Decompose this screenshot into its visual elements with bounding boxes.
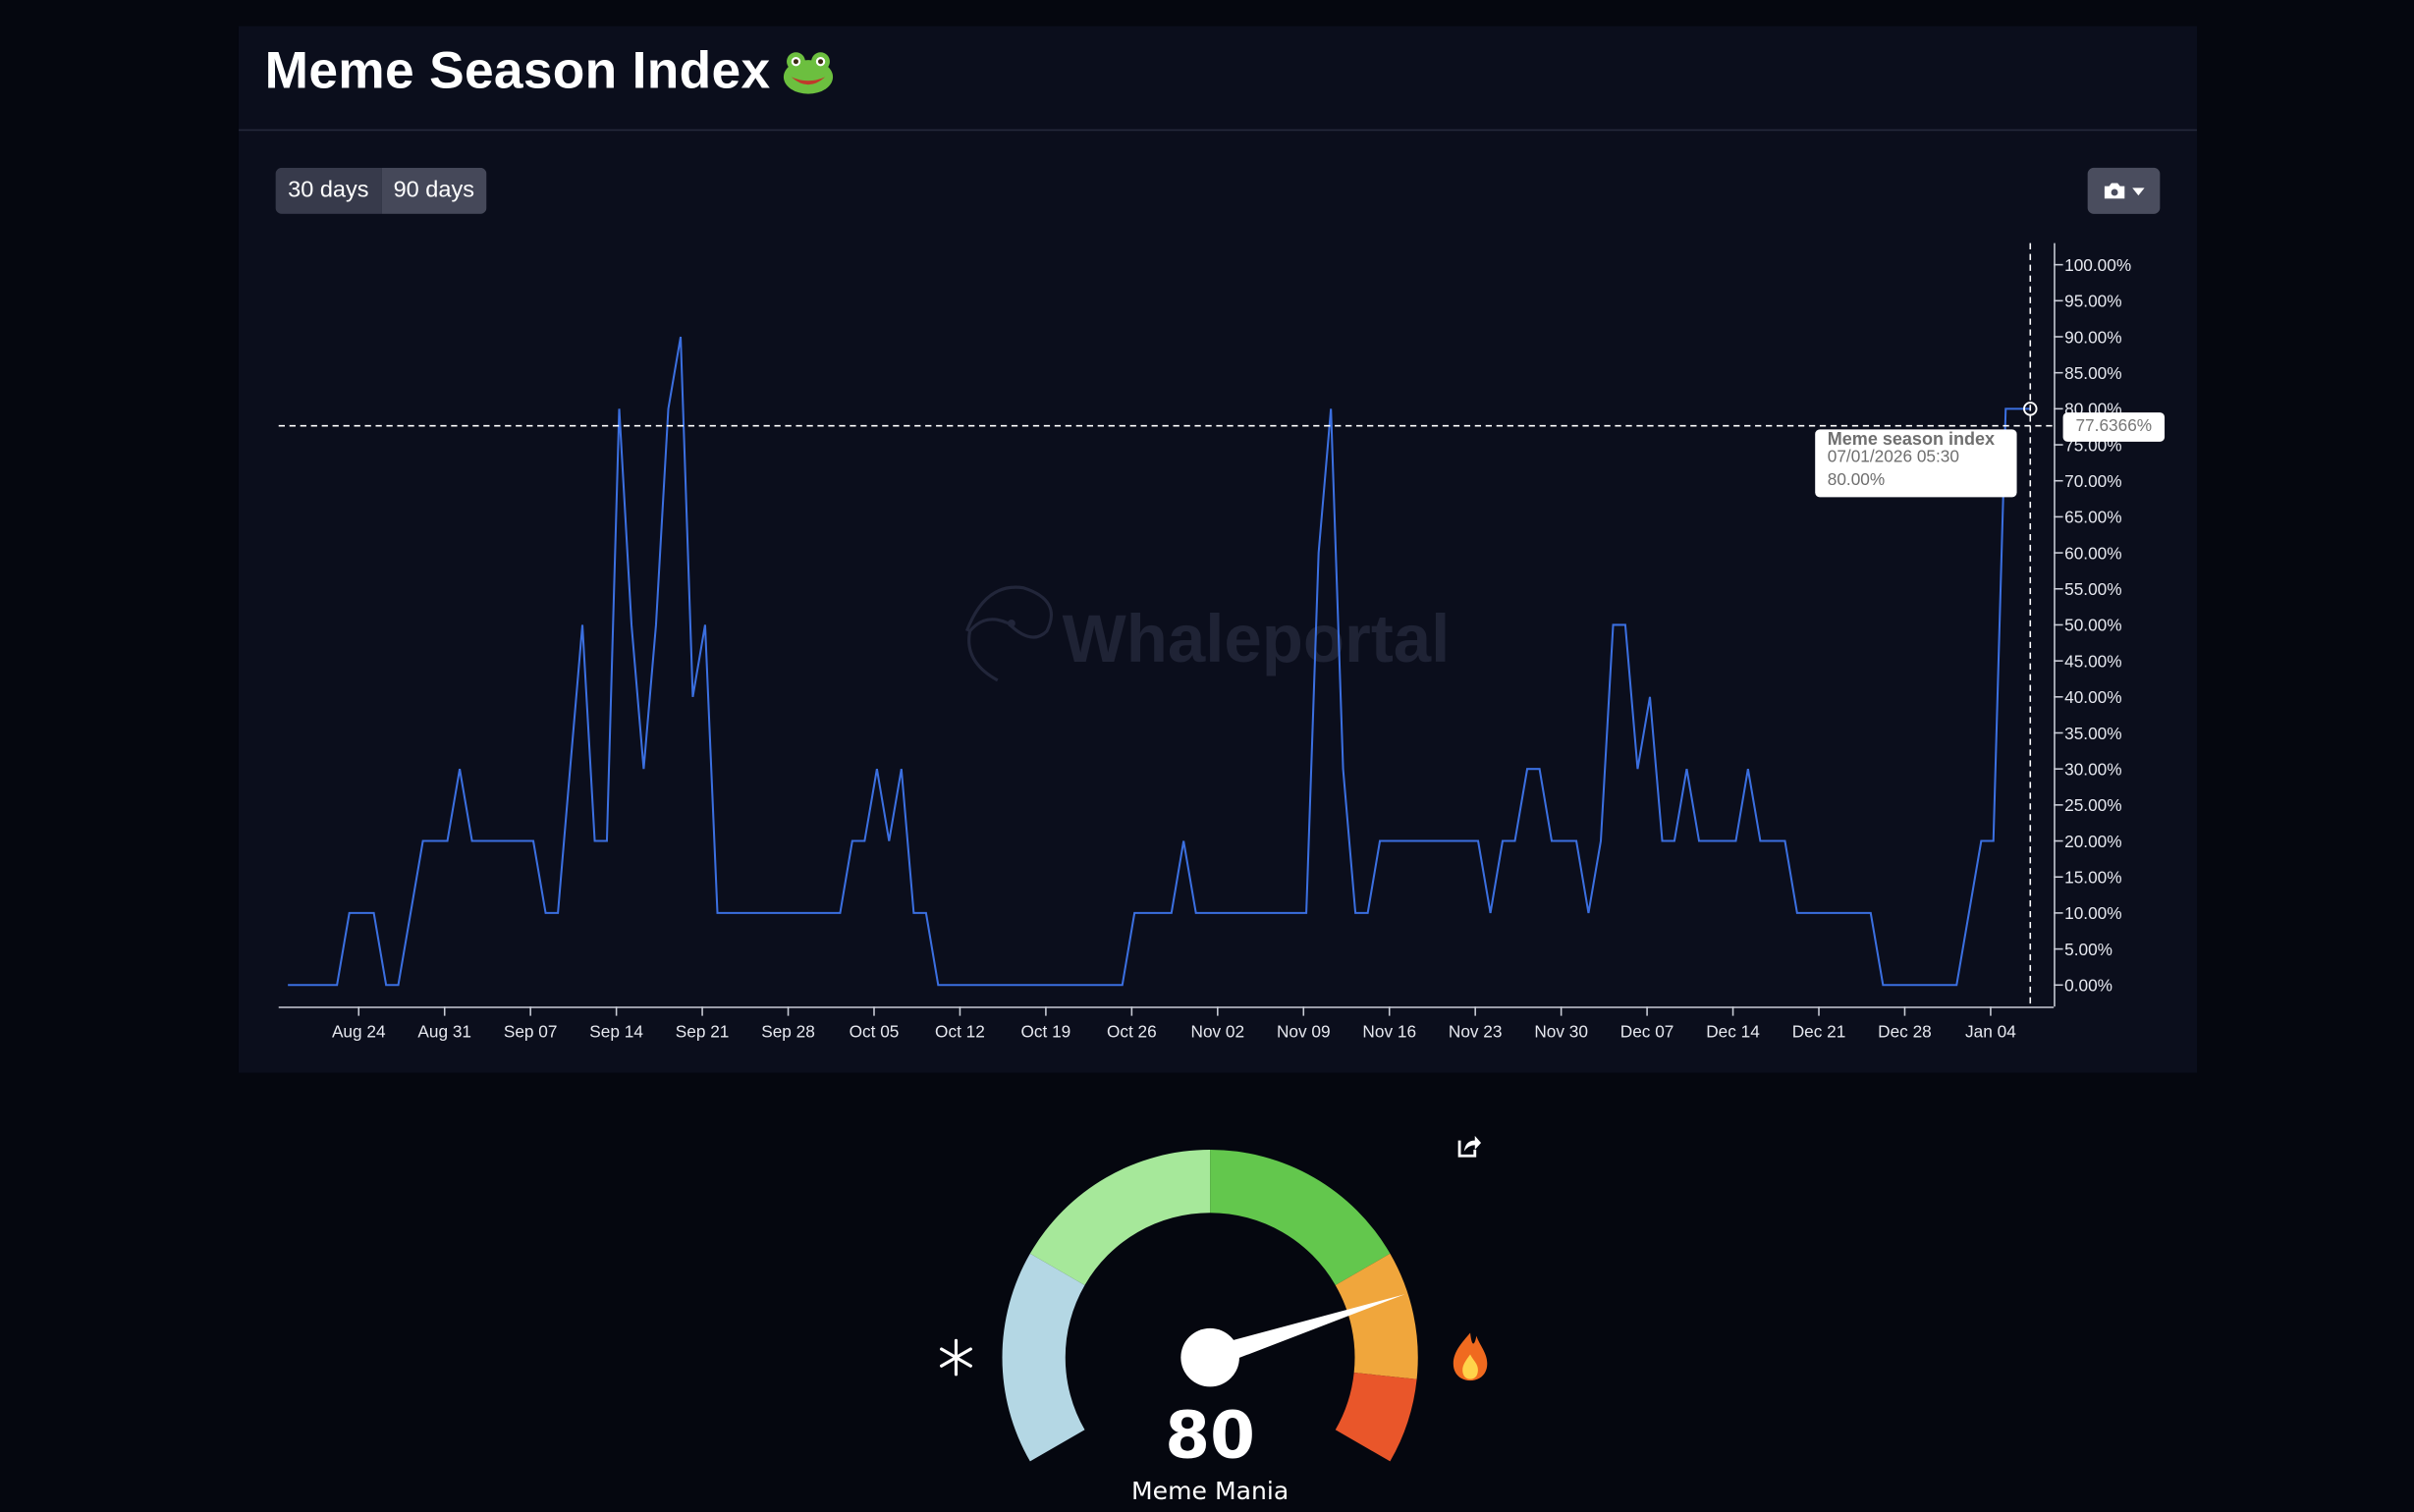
- gauge-needle-hub: [1180, 1327, 1239, 1387]
- crosshair-y-label: 77.6366%: [2062, 412, 2166, 442]
- camera-icon: [2104, 183, 2125, 199]
- x-tick-label: Nov 02: [1191, 1022, 1245, 1042]
- x-tick-label: Aug 24: [332, 1022, 386, 1042]
- tooltip-datetime: 07/01/2026 05:30: [1827, 448, 1959, 466]
- y-tick-label: 55.00%: [2064, 579, 2121, 599]
- y-tick-label: 60.00%: [2064, 543, 2121, 563]
- x-tick-label: Nov 30: [1534, 1022, 1588, 1042]
- gauge-value: 80: [1165, 1397, 1255, 1474]
- y-tick-label: 95.00%: [2064, 292, 2121, 311]
- x-tick-label: Sep 14: [589, 1022, 643, 1042]
- page-title: Meme Season Index: [265, 41, 836, 101]
- y-tick-label: 45.00%: [2064, 651, 2121, 671]
- range-90-days-button[interactable]: 90 days: [381, 167, 487, 214]
- gauge-needle: [1206, 1294, 1405, 1369]
- tooltip-series: Meme season index: [1827, 430, 1996, 450]
- caret-down-icon: [2132, 187, 2145, 195]
- x-tick-label: Nov 16: [1362, 1022, 1416, 1042]
- x-tick-label: Sep 07: [504, 1022, 558, 1042]
- y-tick-label: 70.00%: [2064, 471, 2121, 491]
- gauge-segment: [1335, 1253, 1418, 1379]
- snowflake-icon: [940, 1338, 972, 1377]
- tooltip: Meme season index 07/01/2026 05:30 80.00…: [1815, 429, 2017, 498]
- x-tick-label: Nov 09: [1277, 1022, 1331, 1042]
- gauge-segment: [1335, 1373, 1417, 1462]
- range-selector: 30 days 90 days: [275, 167, 487, 214]
- watermark-text: Whaleportal: [1063, 601, 1451, 676]
- y-tick-label: 50.00%: [2064, 616, 2121, 635]
- watermark: Whaleportal: [964, 585, 1451, 682]
- y-tick-label: 0.00%: [2064, 976, 2112, 996]
- x-tick-label: Aug 31: [417, 1022, 471, 1042]
- frog-emoji-icon: [784, 51, 834, 93]
- x-tick-label: Dec 21: [1792, 1022, 1846, 1042]
- header-divider: [238, 129, 2197, 132]
- y-tick-label: 90.00%: [2064, 327, 2121, 347]
- x-tick-label: Dec 14: [1706, 1022, 1760, 1042]
- tooltip-value: 80.00%: [1827, 470, 1886, 490]
- x-tick-label: Oct 12: [935, 1022, 985, 1042]
- hover-point-marker: [2023, 402, 2038, 416]
- gauge-label: Meme Mania: [1131, 1476, 1289, 1506]
- x-tick-label: Oct 26: [1107, 1022, 1157, 1042]
- gauge-segment: [1029, 1149, 1211, 1285]
- x-tick-label: Dec 07: [1620, 1022, 1674, 1042]
- y-tick-label: 5.00%: [2064, 940, 2112, 959]
- x-tick-label: Oct 19: [1021, 1022, 1071, 1042]
- y-tick-label: 10.00%: [2064, 903, 2121, 923]
- export-image-button[interactable]: [2087, 167, 2161, 214]
- y-tick-label: 40.00%: [2064, 687, 2121, 707]
- gauge-segment: [1002, 1253, 1085, 1462]
- x-tick-label: Oct 05: [850, 1022, 900, 1042]
- y-tick-label: 30.00%: [2064, 759, 2121, 779]
- chart-card: Meme Season Index 30 days 90 days: [238, 26, 2197, 1073]
- gauge-segment: [1210, 1149, 1391, 1285]
- y-tick-label: 20.00%: [2064, 832, 2121, 851]
- y-tick-label: 100.00%: [2064, 255, 2131, 275]
- series-line: [288, 336, 2031, 987]
- y-tick-label: 35.00%: [2064, 724, 2121, 743]
- y-tick-label: 15.00%: [2064, 867, 2121, 887]
- page-title-text: Meme Season Index: [264, 41, 771, 100]
- x-tick-label: Sep 28: [761, 1022, 815, 1042]
- x-tick-label: Jan 04: [1965, 1022, 2016, 1042]
- y-tick-label: 25.00%: [2064, 795, 2121, 815]
- x-tick-label: Dec 28: [1878, 1022, 1932, 1042]
- y-tick-label: 85.00%: [2064, 363, 2121, 383]
- share-icon[interactable]: [1457, 1135, 1482, 1158]
- y-tick-label: 65.00%: [2064, 508, 2121, 527]
- fire-icon: [1453, 1332, 1488, 1381]
- x-tick-label: Nov 23: [1449, 1022, 1503, 1042]
- range-30-days-button[interactable]: 30 days: [275, 167, 382, 214]
- x-tick-label: Sep 21: [676, 1022, 730, 1042]
